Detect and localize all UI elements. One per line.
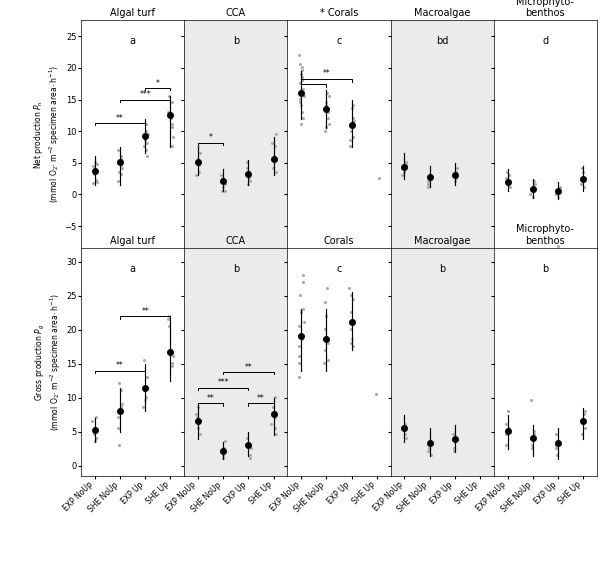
Text: c: c	[337, 264, 341, 274]
Text: *: *	[156, 79, 160, 88]
Title: Corals: Corals	[324, 236, 354, 246]
Text: ***: ***	[139, 90, 151, 99]
Text: c: c	[337, 36, 341, 46]
Text: **: **	[116, 361, 124, 370]
Y-axis label: Net production $P_n$
(mmol O$_2$$\cdot$ m$^{-2}$ specimen area$\cdot$ h$^{-1}$): Net production $P_n$ (mmol O$_2$$\cdot$ …	[32, 65, 62, 203]
Title: Macroalgae: Macroalgae	[414, 236, 470, 246]
Text: ***: ***	[217, 378, 229, 387]
Text: *: *	[209, 133, 212, 142]
Text: **: **	[207, 394, 215, 403]
Text: b: b	[439, 264, 445, 274]
Text: d: d	[542, 36, 548, 46]
Title: Algal turf: Algal turf	[110, 8, 155, 18]
Text: b: b	[542, 264, 548, 274]
Text: b: b	[233, 264, 239, 274]
Text: bd: bd	[436, 36, 448, 46]
Text: **: **	[245, 363, 252, 371]
Title: CCA: CCA	[226, 8, 246, 18]
Text: **: **	[257, 394, 265, 403]
Title: Algal turf: Algal turf	[110, 236, 155, 246]
Text: **: **	[116, 114, 124, 123]
Text: b: b	[233, 36, 239, 46]
Text: a: a	[130, 264, 136, 274]
Title: Macroalgae: Macroalgae	[414, 8, 470, 18]
Title: Microphyto-
benthos: Microphyto- benthos	[517, 224, 574, 246]
Text: **: **	[323, 69, 330, 78]
Text: a: a	[130, 36, 136, 46]
Title: Microphyto-
benthos: Microphyto- benthos	[517, 0, 574, 18]
Text: **: **	[142, 307, 149, 316]
Title: CCA: CCA	[226, 236, 246, 246]
Title: * Corals: * Corals	[320, 8, 358, 18]
Y-axis label: Gross production $P_g$
(mmol O$_2$$\cdot$ m$^{-2}$ specimen area$\cdot$ h$^{-1}$: Gross production $P_g$ (mmol O$_2$$\cdot…	[34, 293, 64, 431]
